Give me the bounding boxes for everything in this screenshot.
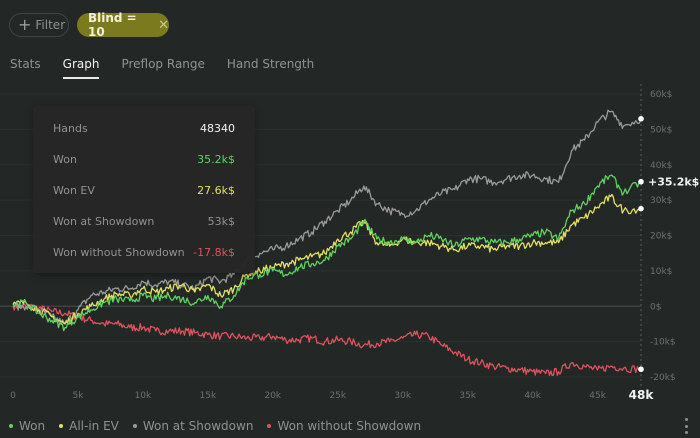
tooltip-row-won: Won 35.2k$ — [53, 153, 235, 166]
tab-bar: Stats Graph Preflop Range Hand Strength — [10, 57, 336, 79]
tooltip-value: 53k$ — [207, 215, 235, 228]
tooltip-label: Hands — [53, 122, 88, 135]
x-tick-label: 15k — [200, 391, 217, 401]
series-lines — [12, 109, 642, 376]
filter-label: Filter — [35, 18, 66, 32]
tooltip-row-non-showdown: Won without Showdown -17.8k$ — [53, 246, 235, 259]
y-tick-label: 10k$ — [650, 267, 672, 277]
x-tick-label: 20k — [264, 391, 281, 401]
x-axis: 0 5k 10k 15k 20k 25k 30k 35k 40k 45k 48k — [10, 388, 654, 402]
legend-label: Won without Showdown — [277, 419, 422, 433]
tooltip-label: Won without Showdown — [53, 246, 185, 259]
x-tick-label: 0 — [10, 391, 16, 401]
legend-dot-icon — [267, 424, 272, 428]
y-tick-label: 40k$ — [650, 161, 672, 171]
more-options-icon[interactable] — [683, 418, 689, 434]
legend-dot-icon — [132, 424, 137, 428]
tooltip-row-won-ev: Won EV 27.6k$ — [53, 184, 235, 197]
tooltip-label: Won at Showdown — [53, 215, 155, 228]
y-tick-label: 0$ — [650, 302, 661, 312]
legend-label: Won at Showdown — [142, 419, 254, 433]
close-icon[interactable]: ✕ — [158, 17, 169, 33]
x-tick-label: 30k — [394, 391, 411, 401]
y-tick-label: 60k$ — [650, 90, 672, 100]
end-value-label: +35.2k$ — [648, 176, 699, 189]
series-line-all-in-ev — [12, 193, 642, 325]
legend-dot-icon — [9, 424, 13, 428]
tab-graph[interactable]: Graph — [62, 57, 100, 79]
x-tick-label: 10k — [135, 391, 152, 401]
tooltip-label: Won EV — [53, 184, 95, 197]
x-tick-label: 25k — [329, 391, 346, 401]
legend-label: All-in EV — [69, 419, 119, 433]
y-tick-label: -10k$ — [650, 338, 676, 348]
add-filter-button[interactable]: + Filter — [9, 13, 69, 37]
series-line-won-without-showdown — [12, 302, 642, 376]
active-filter-label: Blind = 10 — [88, 11, 137, 39]
chart-legend: Won All-in EV Won at Showdown Won withou… — [9, 419, 435, 433]
end-marker-all-in-ev — [638, 205, 644, 212]
series-line-won — [12, 174, 641, 332]
tab-preflop-range[interactable]: Preflop Range — [121, 57, 205, 71]
x-tick-label: 40k — [524, 391, 541, 401]
tooltip-value: 35.2k$ — [197, 153, 235, 166]
y-tick-label: 30k$ — [650, 196, 672, 206]
tooltip-row-showdown: Won at Showdown 53k$ — [53, 215, 235, 228]
tooltip-value: 48340 — [200, 122, 235, 135]
x-tick-label: 35k — [459, 391, 476, 401]
legend-item-allin-ev[interactable]: All-in EV — [59, 419, 119, 433]
end-markers — [638, 115, 644, 373]
legend-item-won[interactable]: Won — [9, 419, 45, 433]
legend-dot-icon — [59, 424, 64, 428]
x-tick-label: 45k — [589, 391, 606, 401]
active-filter-chip[interactable]: Blind = 10 ✕ — [77, 11, 169, 39]
y-tick-label: -20k$ — [650, 373, 676, 383]
legend-item-won-without-showdown[interactable]: Won without Showdown — [267, 419, 421, 433]
series-line-won-at-showdown — [12, 109, 642, 326]
tooltip-value: 27.6k$ — [197, 184, 235, 197]
tab-hand-strength[interactable]: Hand Strength — [226, 57, 315, 71]
end-marker-won-at-showdown — [638, 115, 644, 122]
x-end-label: 48k — [629, 388, 655, 402]
end-marker-won — [638, 178, 644, 185]
tab-stats[interactable]: Stats — [10, 57, 41, 71]
legend-label: Won — [19, 419, 46, 433]
end-marker-won-without-showdown — [638, 366, 644, 373]
y-tick-label: 20k$ — [650, 232, 672, 242]
tooltip-row-hands: Hands 48340 — [53, 122, 235, 135]
stats-tooltip: Hands 48340 Won 35.2k$ Won EV 27.6k$ Won… — [33, 106, 255, 273]
legend-item-won-at-showdown[interactable]: Won at Showdown — [132, 419, 254, 433]
y-tick-label: 50k$ — [650, 125, 672, 135]
plus-icon: + — [18, 15, 32, 34]
tooltip-label: Won — [53, 153, 77, 166]
x-tick-label: 5k — [72, 391, 84, 401]
y-axis: 60k$ 50k$ 40k$ 30k$ 20k$ 10k$ 0$ -10k$ -… — [650, 90, 676, 383]
tooltip-value: -17.8k$ — [193, 246, 235, 259]
